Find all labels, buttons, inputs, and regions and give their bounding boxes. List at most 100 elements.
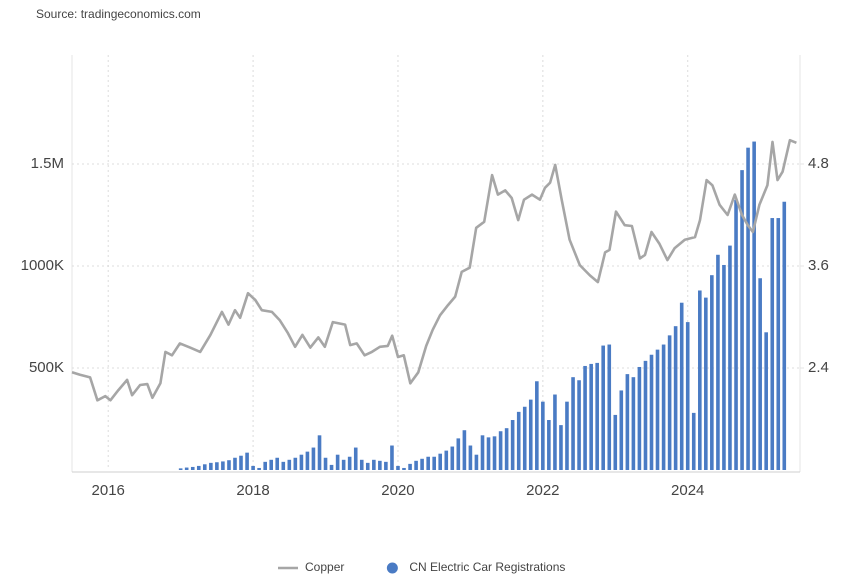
bar: [233, 457, 237, 470]
bar: [776, 218, 781, 470]
bar: [353, 447, 358, 470]
bar: [716, 254, 720, 470]
bar: [190, 466, 195, 470]
bar: [462, 430, 467, 470]
bar: [323, 457, 328, 470]
bar: [202, 464, 207, 470]
y-tick-label: 500K: [29, 359, 64, 376]
legend-label: CN Electric Car Registrations: [409, 560, 565, 574]
y-tick-label: 1000K: [21, 257, 64, 274]
bar: [752, 141, 756, 470]
bar: [625, 374, 630, 470]
bar: [287, 459, 292, 470]
bar: [426, 456, 430, 470]
bar: [577, 380, 581, 470]
bar: [239, 455, 243, 470]
bar: [408, 463, 412, 470]
bar: [269, 459, 274, 470]
bar: [643, 360, 648, 470]
bar: [704, 297, 708, 470]
line: [71, 138, 797, 402]
bar: [432, 456, 436, 470]
bar: [365, 462, 370, 470]
bar: [384, 461, 388, 470]
bar: [553, 394, 557, 470]
bar: [541, 401, 545, 470]
bar: [305, 451, 310, 470]
bar: [359, 459, 364, 470]
bar: [589, 363, 593, 470]
bar: [649, 354, 654, 470]
bar: [263, 461, 267, 470]
bar: [691, 412, 696, 470]
bar: [468, 445, 473, 470]
bar: [444, 450, 449, 470]
bar: [196, 465, 201, 470]
bar: [480, 435, 485, 470]
bar: [257, 467, 261, 470]
bar: [414, 460, 418, 470]
bar: [667, 335, 672, 470]
bar: [378, 460, 382, 470]
bar: [655, 349, 660, 470]
bar: [637, 366, 642, 470]
bar: [710, 275, 714, 470]
bar: [613, 414, 618, 470]
bar: [209, 462, 213, 470]
bar: [221, 461, 225, 470]
y2-tick-label: 3.6: [808, 257, 829, 274]
bar: [728, 245, 732, 470]
bar: [547, 420, 551, 470]
bar: [559, 425, 563, 470]
bar: [595, 362, 599, 470]
bar: [390, 445, 394, 470]
bar: [685, 322, 690, 470]
bar: [565, 401, 569, 470]
bar: [679, 302, 684, 470]
bar: [758, 278, 762, 470]
bar: [438, 453, 443, 470]
bar: [661, 344, 666, 470]
bar: [281, 461, 286, 470]
bar: [619, 390, 624, 470]
bar: [522, 406, 527, 470]
bar: [275, 457, 280, 470]
bar: [420, 458, 424, 470]
bar: [746, 147, 750, 470]
bar: [510, 420, 515, 470]
bar: [299, 454, 304, 470]
bar: [601, 345, 605, 470]
y-tick-label: 1.5M: [31, 155, 64, 172]
legend-swatch: [386, 562, 398, 574]
bar: [227, 460, 231, 470]
legend-label: Copper: [305, 560, 344, 574]
bar: [498, 431, 503, 470]
bar: [317, 435, 322, 470]
bar: [329, 464, 334, 470]
bar: [184, 467, 189, 470]
bar: [486, 437, 491, 470]
bar: [583, 365, 587, 470]
bar: [215, 462, 219, 470]
y2-tick-label: 4.8: [808, 155, 829, 172]
bar: [740, 170, 744, 470]
source-label: Source: tradingeconomics.com: [36, 7, 201, 21]
bar: [450, 446, 455, 470]
bar: [335, 454, 340, 470]
bar: [782, 201, 787, 471]
y2-tick-label: 2.4: [808, 359, 829, 376]
bar: [607, 344, 612, 470]
bar: [178, 468, 183, 470]
bar: [396, 465, 400, 470]
bar: [535, 381, 539, 470]
bar: [251, 465, 255, 470]
bar: [631, 377, 636, 470]
bar: [698, 290, 702, 470]
x-tick-label: 2024: [671, 482, 704, 499]
bar: [245, 452, 249, 470]
bar: [764, 332, 768, 470]
bar: [504, 428, 509, 470]
bar: [528, 399, 533, 470]
bar: [311, 447, 316, 470]
bar: [770, 218, 775, 470]
